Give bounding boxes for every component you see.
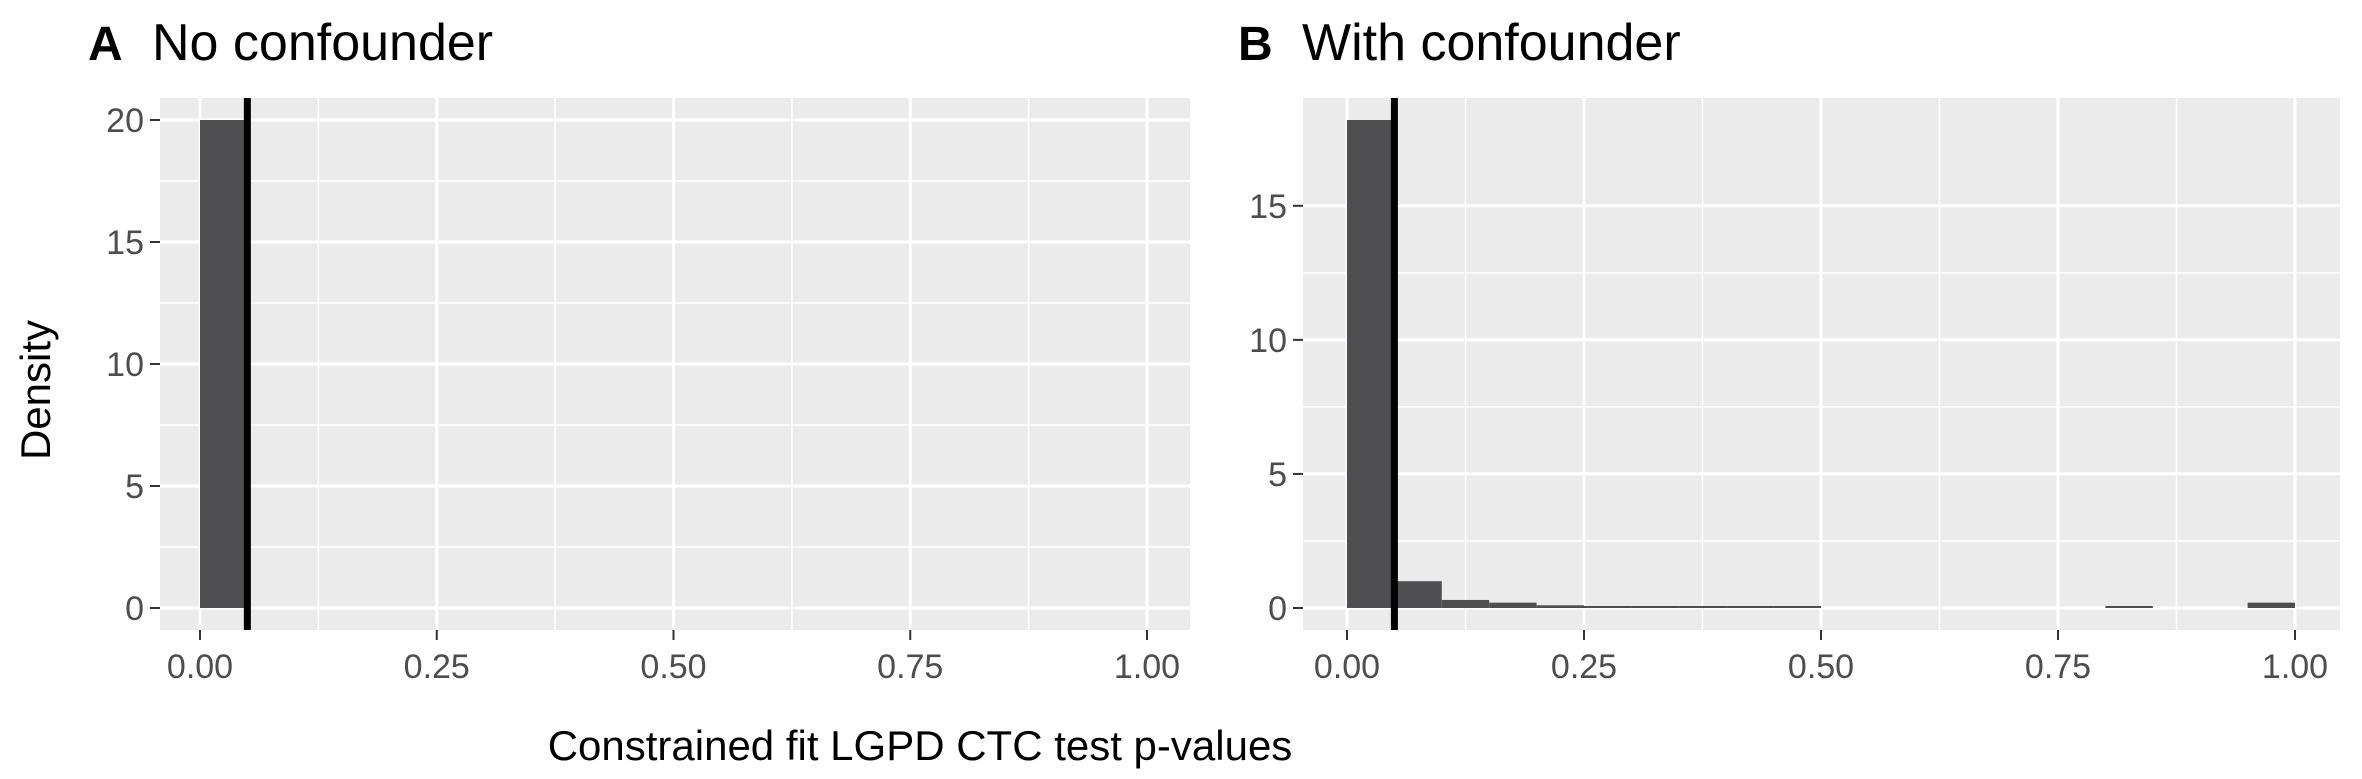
panel-a-y-tick-label: 10 bbox=[106, 346, 144, 384]
panel-b-x-tick-label: 0.25 bbox=[1551, 648, 1617, 686]
panel-b-x-tick-label: 0.50 bbox=[1788, 648, 1854, 686]
panel-a-x-tick-label: 0.50 bbox=[640, 648, 706, 686]
panel-a: A No confounder 0.00 0.25 0.50 0.75 1.00 0 5 10… bbox=[88, 14, 1190, 686]
panel-b-histogram-bar bbox=[1773, 606, 1821, 608]
panel-a-title: No confounder bbox=[152, 14, 493, 72]
panel-a-x-tick-label: 0.00 bbox=[167, 648, 233, 686]
panel-a-y-tick-label: 0 bbox=[125, 590, 144, 628]
panel-a-x-tick-label: 1.00 bbox=[1114, 648, 1180, 686]
panel-a-x-tick-label: 0.75 bbox=[877, 648, 943, 686]
panel-b-histogram-bar bbox=[1347, 120, 1395, 608]
panel-b-histogram-bar bbox=[1631, 606, 1679, 608]
panel-b-histogram-bar bbox=[2105, 606, 2153, 608]
panel-a-y-tick-label: 20 bbox=[106, 102, 144, 140]
panel-b-plot: 0.00 0.25 0.50 0.75 1.00 0 5 10 15 bbox=[1249, 98, 2340, 686]
panel-b-letter: B bbox=[1238, 18, 1273, 71]
panel-b-histogram-bar bbox=[1394, 581, 1442, 608]
panel-b-histogram-bar bbox=[1726, 606, 1774, 608]
panel-a-y-tick-label: 5 bbox=[125, 468, 144, 506]
panel-b-y-tick-label: 5 bbox=[1268, 456, 1287, 494]
panel-a-histogram-bar bbox=[200, 120, 248, 608]
panel-b-title: With confounder bbox=[1302, 14, 1681, 72]
panel-b-histogram-bar bbox=[1584, 606, 1632, 608]
panel-b-histogram-bar bbox=[2247, 602, 2295, 608]
panel-a-y-tick-label: 15 bbox=[106, 224, 144, 262]
panel-b-y-tick-label: 10 bbox=[1249, 322, 1287, 360]
panel-a-plot: 0.00 0.25 0.50 0.75 1.00 0 5 10 15 20 bbox=[106, 98, 1190, 686]
panel-b-y-tick-label: 15 bbox=[1249, 188, 1287, 226]
x-axis-title: Constrained fit LGPD CTC test p-values bbox=[548, 722, 1293, 769]
panel-b: B With confounder 0.00 0.25 0.50 0.75 1.00 0 5… bbox=[1238, 14, 2340, 686]
panel-b-y-tick-label: 0 bbox=[1268, 590, 1287, 628]
panel-b-histogram-bar bbox=[1678, 606, 1727, 608]
panel-a-letter: A bbox=[88, 18, 123, 71]
panel-b-histogram-bar bbox=[1489, 602, 1537, 608]
panel-b-x-tick-label: 1.00 bbox=[2262, 648, 2328, 686]
panel-b-x-tick-label: 0.75 bbox=[2025, 648, 2091, 686]
panel-b-histogram-bar bbox=[1441, 599, 1490, 608]
panel-b-x-tick-label: 0.00 bbox=[1314, 648, 1380, 686]
y-axis-title: Density bbox=[12, 320, 59, 460]
panel-b-histogram-bar bbox=[1536, 605, 1584, 608]
panel-a-x-tick-label: 0.25 bbox=[404, 648, 470, 686]
